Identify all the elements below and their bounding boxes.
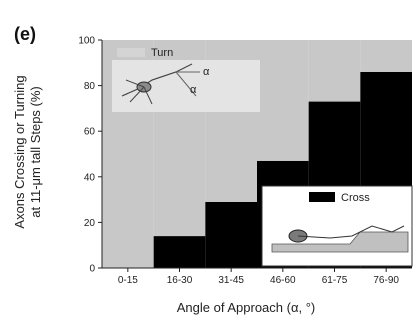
y-tick-label-100: 100: [78, 36, 95, 47]
cross-inset-background: [261, 185, 413, 267]
bar-turn-46-60: [257, 40, 309, 161]
y-tick-label-80: 80: [84, 81, 96, 92]
turn-inset-branch-2: [143, 86, 153, 105]
step-illustration: [271, 231, 409, 253]
x-tick-label-16-30: 16-30: [167, 275, 193, 286]
bar-turn-61-75: [308, 40, 361, 102]
x-tick-label-0-15: 0-15: [118, 275, 138, 286]
bar-turn-76-90: [360, 40, 412, 72]
legend-cross-swatch: [309, 192, 335, 202]
legend-turn-label: Turn: [151, 47, 173, 59]
turn-inset-illustration: α α: [112, 60, 260, 112]
bar-cross-16-30: [153, 236, 206, 268]
x-axis-title: Angle of Approach (α, °): [177, 300, 315, 315]
angle-label-1: α: [203, 66, 210, 78]
x-tick-label-76-90: 76-90: [373, 275, 399, 286]
y-tick-label-60: 60: [84, 127, 96, 138]
legend-cross-label: Cross: [341, 192, 370, 204]
bar-cross-31-45: [205, 201, 257, 268]
cross-axon: [297, 225, 405, 239]
y-axis-title-line-1: Axons Crossing or Turning: [12, 75, 27, 228]
axes: 0 20 40 60 80 100 0-15 16-30 31-45 46-60 61-75 76-9…: [78, 36, 412, 286]
angle-ray-1: [175, 71, 197, 97]
y-axis-title: Axons Crossing or Turning at 11-μm tall …: [12, 75, 43, 228]
y-tick-label-20: 20: [84, 218, 96, 229]
y-tick-label-0: 0: [89, 264, 95, 275]
x-tick-label-61-75: 61-75: [322, 275, 348, 286]
legend-turn-swatch: [117, 48, 145, 57]
x-tick-label-31-45: 31-45: [218, 275, 244, 286]
turn-inset-branch-3: [125, 79, 145, 88]
turn-inset-branch-1: [129, 86, 145, 103]
cross-inset: Cross: [261, 185, 413, 267]
turn-inset-axon: [121, 63, 193, 97]
legend-turn: Turn: [117, 47, 173, 59]
angle-label-2: α: [190, 84, 197, 96]
panel-label: (e): [14, 24, 36, 44]
x-tick-label-46-60: 46-60: [270, 275, 296, 286]
turn-inset-background: [112, 60, 260, 112]
y-axis-title-line-2: at 11-μm tall Steps (%): [28, 86, 43, 218]
y-tick-label-40: 40: [84, 172, 96, 183]
